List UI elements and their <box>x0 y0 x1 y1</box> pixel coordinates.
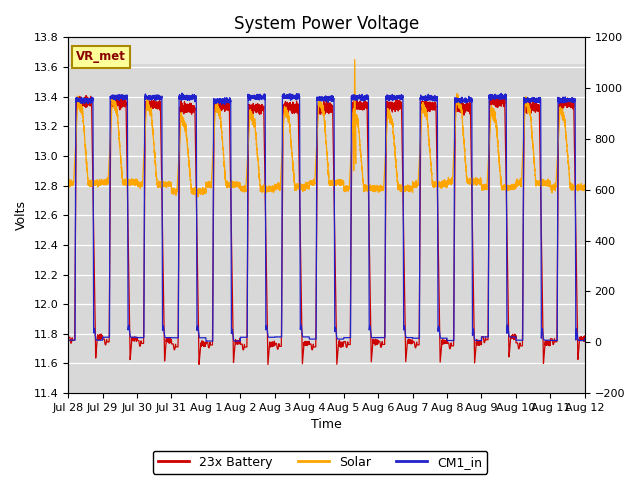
Y-axis label: Volts: Volts <box>15 200 28 230</box>
Title: System Power Voltage: System Power Voltage <box>234 15 419 33</box>
Text: VR_met: VR_met <box>76 50 126 63</box>
Bar <box>68 37 585 64</box>
X-axis label: Time: Time <box>311 419 342 432</box>
Legend: 23x Battery, Solar, CM1_in: 23x Battery, Solar, CM1_in <box>153 451 487 474</box>
